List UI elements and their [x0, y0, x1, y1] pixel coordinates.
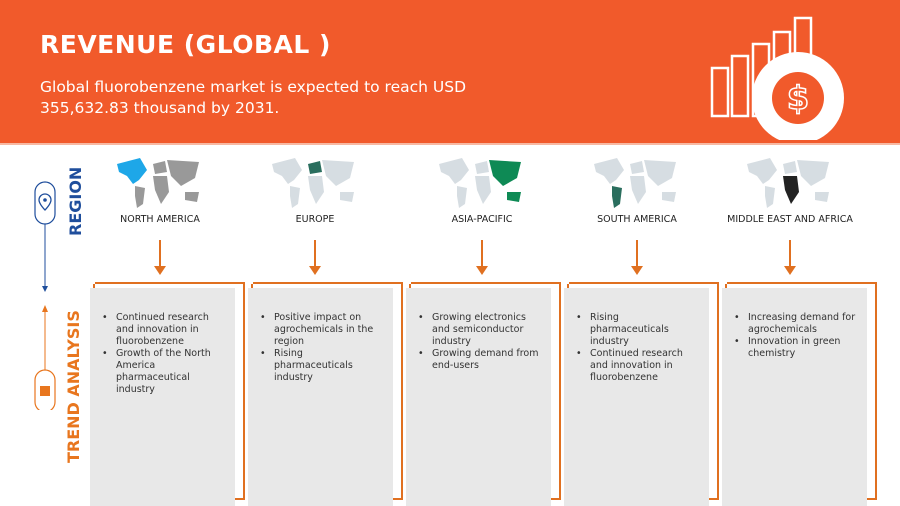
- trend-box: Rising pharmaceuticals industryContinued…: [564, 288, 709, 506]
- trend-item: Positive impact on agrochemicals in the …: [260, 312, 383, 348]
- region-name: MIDDLE EAST AND AFRICA: [727, 214, 853, 225]
- region-name: ASIA-PACIFIC: [451, 214, 513, 225]
- arrowhead-icon: [784, 266, 796, 275]
- header-divider: [0, 143, 900, 145]
- trend-item: Innovation in green chemistry: [734, 336, 857, 360]
- trend-item: Continued research and innovation in flu…: [576, 348, 699, 384]
- world-map-icon: [117, 158, 199, 208]
- trend-analysis-label: TREND ANALYSIS: [64, 310, 83, 463]
- world-map-icon: [272, 158, 354, 208]
- trend-item: Growing electronics and semiconductor in…: [418, 312, 541, 348]
- trend-list: Growing electronics and semiconductor in…: [418, 312, 541, 372]
- world-map-icon: [594, 158, 676, 208]
- header-banner: REVENUE (GLOBAL ) Global fluorobenzene m…: [0, 0, 900, 143]
- side-connector: [34, 181, 56, 410]
- revenue-growth-dollar-icon: $: [710, 16, 844, 140]
- trend-list: Increasing demand for agrochemicalsInnov…: [734, 312, 857, 360]
- trend-item: Rising pharmaceuticals industry: [260, 348, 383, 384]
- arrow-down-icon: [314, 240, 316, 270]
- trend-box: Growing electronics and semiconductor in…: [406, 288, 551, 506]
- trend-list: Continued research and innovation in flu…: [102, 312, 225, 396]
- trend-list: Rising pharmaceuticals industryContinued…: [576, 312, 699, 384]
- trend-box: Positive impact on agrochemicals in the …: [248, 288, 393, 506]
- region-label: REGION: [66, 166, 85, 236]
- trend-item: Continued research and innovation in flu…: [102, 312, 225, 348]
- page-title: REVENUE (GLOBAL ): [40, 30, 331, 59]
- trend-item: Rising pharmaceuticals industry: [576, 312, 699, 348]
- trend-box: Continued research and innovation in flu…: [90, 288, 235, 506]
- world-map-icon: [747, 158, 829, 208]
- trend-item: Growing demand from end-users: [418, 348, 541, 372]
- arrow-down-icon: [789, 240, 791, 270]
- arrowhead-icon: [631, 266, 643, 275]
- arrow-down-icon: [481, 240, 483, 270]
- svg-text:$: $: [787, 79, 809, 117]
- trend-item: Increasing demand for agrochemicals: [734, 312, 857, 336]
- world-map-icon: [439, 158, 521, 208]
- region-name: EUROPE: [295, 214, 335, 225]
- trend-box: Increasing demand for agrochemicalsInnov…: [722, 288, 867, 506]
- region-name: SOUTH AMERICA: [597, 214, 677, 225]
- arrow-down-icon: [159, 240, 161, 270]
- trend-item: Growth of the North America pharmaceutic…: [102, 348, 225, 396]
- page-subtitle: Global fluorobenzene market is expected …: [40, 78, 467, 117]
- trend-list: Positive impact on agrochemicals in the …: [260, 312, 383, 384]
- arrowhead-icon: [476, 266, 488, 275]
- arrowhead-icon: [309, 266, 321, 275]
- arrowhead-icon: [154, 266, 166, 275]
- region-name: NORTH AMERICA: [120, 214, 200, 225]
- arrow-down-icon: [636, 240, 638, 270]
